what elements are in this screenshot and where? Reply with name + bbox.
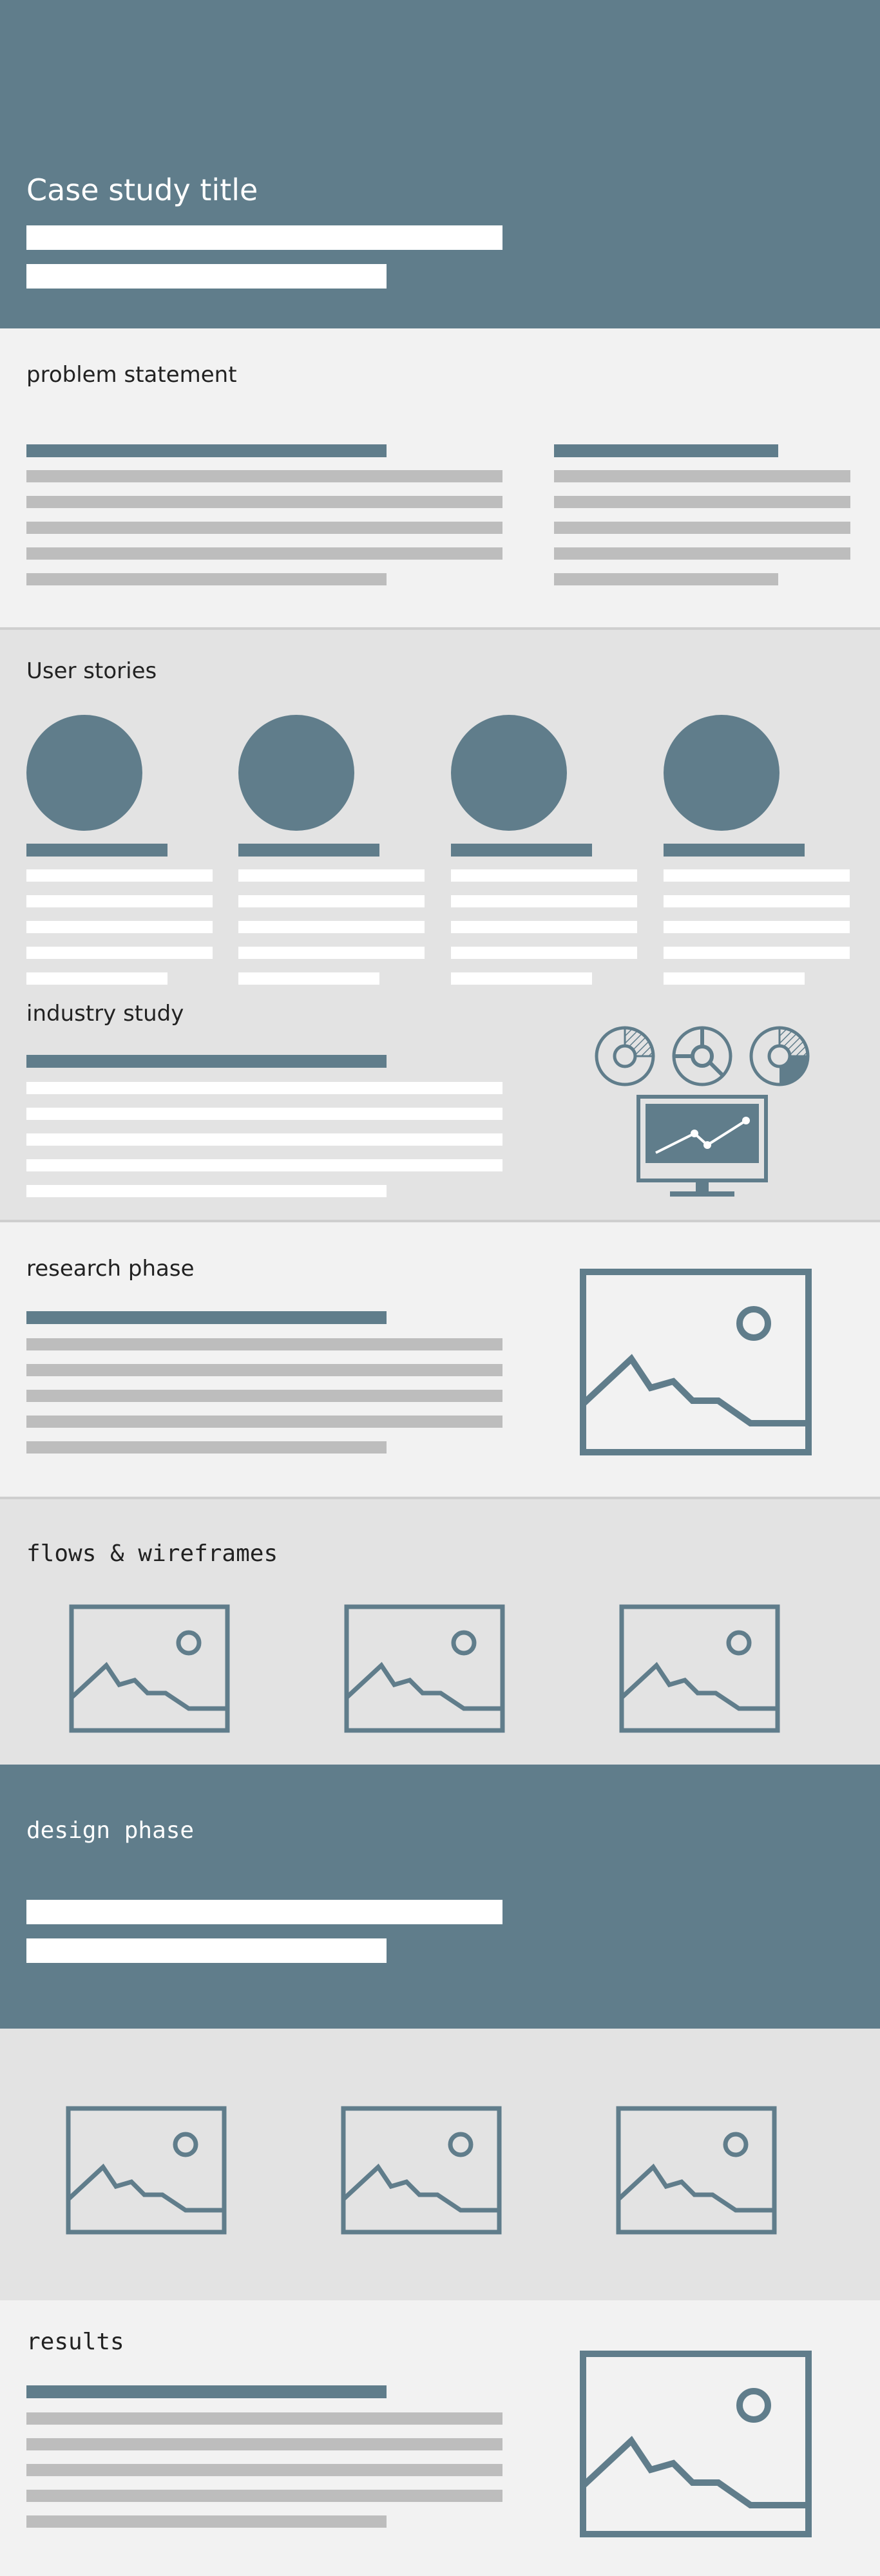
text-line-placeholder: [554, 547, 850, 560]
pie-chart-icon: [749, 1026, 810, 1086]
text-line-placeholder: [554, 470, 850, 482]
industry-study-heading: industry study: [26, 1001, 184, 1027]
text-line-placeholder: [26, 2412, 502, 2425]
results-heading: results: [26, 2329, 124, 2355]
case-study-title: Case study title: [26, 173, 258, 207]
text-line-placeholder: [664, 921, 850, 933]
design-gallery-section: [0, 2029, 880, 2300]
image-placeholder-icon: [341, 2106, 502, 2235]
text-line-placeholder: [554, 573, 778, 585]
user-stories-section: User stories industry study: [0, 630, 880, 1222]
user-name-placeholder: [664, 844, 805, 857]
user-avatar: [451, 715, 567, 831]
text-line-placeholder: [26, 1441, 387, 1454]
research-subheading-placeholder: [26, 1311, 387, 1324]
text-line-placeholder: [238, 895, 425, 907]
user-avatar: [664, 715, 780, 831]
text-line-placeholder: [26, 496, 502, 508]
text-line-placeholder: [26, 547, 502, 560]
user-name-placeholder: [238, 844, 379, 857]
text-line-placeholder: [664, 947, 850, 959]
text-line-placeholder: [238, 972, 379, 985]
image-placeholder-icon: [619, 1604, 780, 1733]
text-line-placeholder: [26, 1082, 502, 1094]
problem-statement-section: problem statement: [0, 328, 880, 630]
text-line-placeholder: [26, 869, 213, 882]
text-line-placeholder: [26, 470, 502, 482]
flows-wireframes-heading: flows & wireframes: [26, 1540, 278, 1567]
text-line-placeholder: [26, 1390, 502, 1402]
hero-section: Case study title: [0, 0, 880, 328]
image-placeholder-icon: [616, 2106, 777, 2235]
text-line-placeholder: [238, 921, 425, 933]
problem-statement-heading: problem statement: [26, 362, 237, 388]
text-line-placeholder: [26, 921, 213, 933]
industry-subheading-placeholder: [26, 1055, 387, 1068]
hero-subtitle-placeholder-1: [26, 225, 502, 250]
text-line-placeholder: [451, 947, 637, 959]
text-line-placeholder: [26, 2515, 387, 2528]
text-line-placeholder: [26, 1159, 502, 1171]
image-placeholder-icon: [69, 1604, 230, 1733]
text-line-placeholder: [451, 869, 637, 882]
image-placeholder-icon: [580, 1269, 812, 1455]
design-subtitle-placeholder-1: [26, 1900, 502, 1924]
text-line-placeholder: [26, 2490, 502, 2502]
text-line-placeholder: [554, 522, 850, 534]
text-line-placeholder: [26, 1185, 387, 1197]
donut-chart-icon: [672, 1026, 732, 1086]
monitor-line-chart-icon: [636, 1095, 768, 1197]
results-subheading-placeholder: [26, 2385, 387, 2398]
text-line-placeholder: [451, 895, 637, 907]
research-phase-section: research phase: [0, 1222, 880, 1499]
text-line-placeholder: [26, 972, 167, 985]
text-line-placeholder: [26, 1416, 502, 1428]
text-line-placeholder: [664, 895, 850, 907]
text-line-placeholder: [554, 496, 850, 508]
research-phase-heading: research phase: [26, 1256, 195, 1282]
text-line-placeholder: [451, 921, 637, 933]
text-line-placeholder: [26, 895, 213, 907]
text-line-placeholder: [26, 2464, 502, 2476]
image-placeholder-icon: [344, 1604, 505, 1733]
text-line-placeholder: [664, 869, 850, 882]
text-line-placeholder: [26, 1108, 502, 1120]
user-avatar: [238, 715, 354, 831]
design-phase-section: design phase: [0, 1765, 880, 2029]
text-line-placeholder: [26, 1364, 502, 1376]
design-subtitle-placeholder-2: [26, 1938, 387, 1963]
results-section: results: [0, 2300, 880, 2576]
text-line-placeholder: [26, 573, 387, 585]
flows-wireframes-section: flows & wireframes: [0, 1499, 880, 1765]
problem-subheading-placeholder: [26, 444, 387, 457]
text-line-placeholder: [26, 2438, 502, 2450]
text-line-placeholder: [664, 972, 805, 985]
text-line-placeholder: [26, 1338, 502, 1350]
image-placeholder-icon: [580, 2351, 812, 2537]
user-name-placeholder: [451, 844, 592, 857]
user-name-placeholder: [26, 844, 167, 857]
image-placeholder-icon: [66, 2106, 227, 2235]
pie-chart-icon: [595, 1026, 655, 1086]
text-line-placeholder: [451, 972, 592, 985]
design-phase-heading: design phase: [26, 1817, 195, 1844]
user-avatar: [26, 715, 142, 831]
hero-subtitle-placeholder-2: [26, 264, 387, 289]
user-stories-heading: User stories: [26, 658, 157, 684]
text-line-placeholder: [26, 522, 502, 534]
text-line-placeholder: [26, 947, 213, 959]
text-line-placeholder: [238, 869, 425, 882]
text-line-placeholder: [238, 947, 425, 959]
problem-side-subheading-placeholder: [554, 444, 778, 457]
text-line-placeholder: [26, 1133, 502, 1146]
